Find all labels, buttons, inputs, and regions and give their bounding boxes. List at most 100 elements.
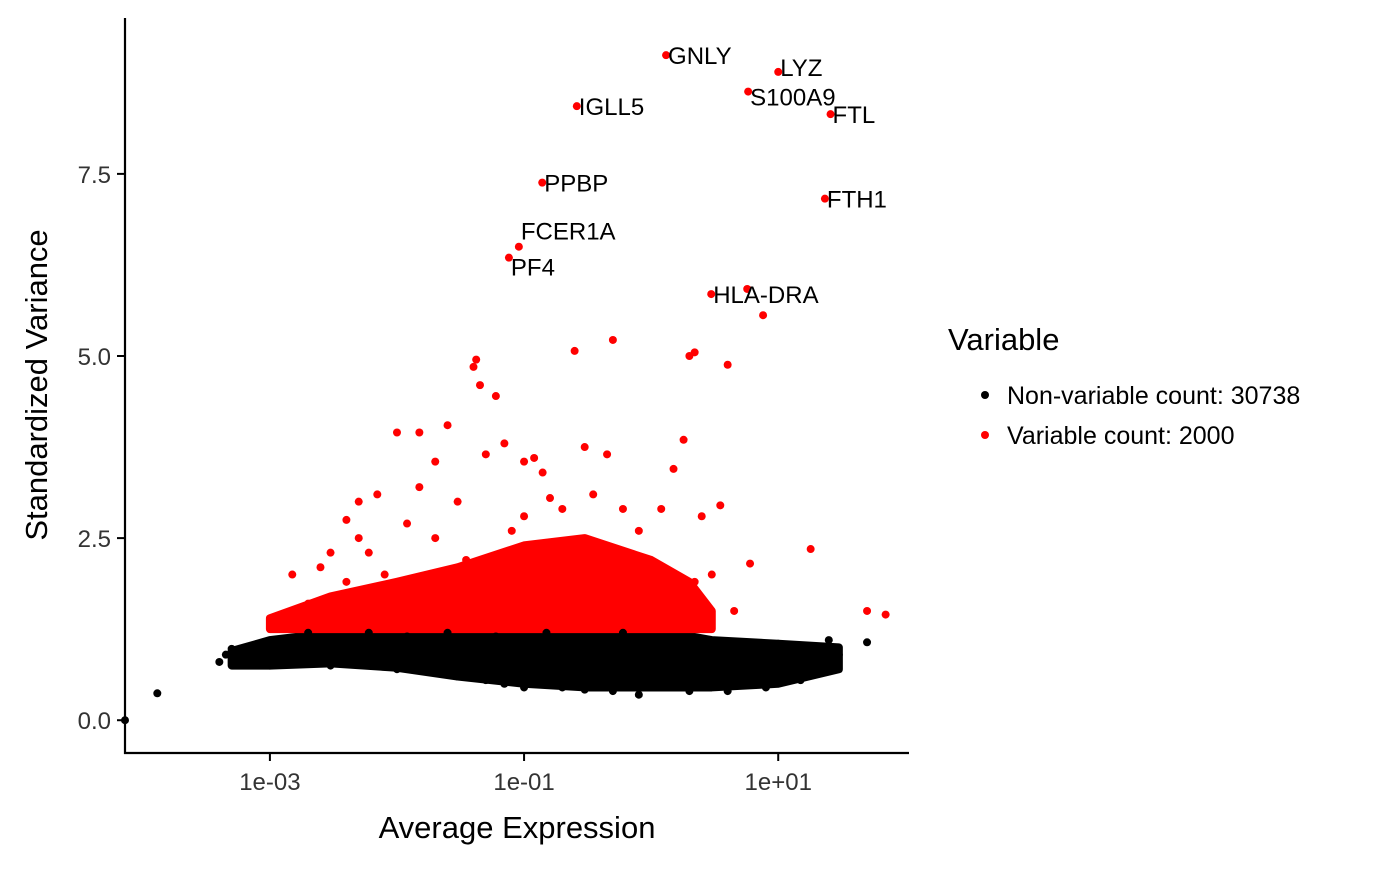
y-ticks: 0.0 2.5 5.0 7.5 <box>78 162 125 735</box>
x-tick-label: 1e+01 <box>745 769 812 796</box>
nonvariable-point <box>812 654 821 663</box>
nonvariable-point <box>542 657 551 666</box>
nonvariable-point <box>500 679 509 688</box>
variable-point <box>723 360 732 369</box>
variable-point <box>342 515 351 524</box>
nonvariable-point <box>735 668 744 677</box>
variable-point <box>392 428 401 437</box>
nonvariable-point <box>697 636 706 645</box>
nonvariable-point <box>392 647 401 656</box>
variable-point <box>759 311 768 320</box>
nonvariable-point <box>558 683 567 692</box>
variable-point <box>469 362 478 371</box>
variable-point <box>657 504 666 513</box>
nonvariable-point <box>796 676 805 685</box>
gene-label: IGLL5 <box>579 94 644 121</box>
gene-label: FTL <box>833 102 876 129</box>
legend-label-nonvariable: Non-variable count: 30738 <box>1007 382 1300 410</box>
legend: Variable Non-variable count: 30738 Varia… <box>948 322 1300 450</box>
variable-point <box>380 570 389 579</box>
y-axis-title: Standardized Variance <box>19 229 54 540</box>
nonvariable-point <box>304 628 313 637</box>
nonvariable-point <box>342 643 351 652</box>
nonvariable-point <box>863 638 872 647</box>
nonvariable-point <box>237 654 246 663</box>
legend-key-variable <box>981 431 989 439</box>
y-tick-label: 0.0 <box>78 708 111 735</box>
variable-point <box>707 570 716 579</box>
nonvariable-point <box>618 628 627 637</box>
nonvariable-point <box>685 687 694 696</box>
nonvariable-point <box>431 643 440 652</box>
legend-key-nonvariable <box>981 391 989 399</box>
nonvariable-point <box>784 661 793 670</box>
variable-point <box>462 555 471 564</box>
variable-point <box>546 494 555 503</box>
nonvariable-point <box>265 650 274 659</box>
variable-point <box>730 606 739 615</box>
nonvariable-point <box>774 639 783 648</box>
variable-point <box>520 512 529 521</box>
gene-label: FCER1A <box>521 219 616 246</box>
variable-point <box>538 468 547 477</box>
variable-point <box>863 606 872 615</box>
variable-point <box>373 490 382 499</box>
nonvariable-point <box>453 654 462 663</box>
nonvariable-point <box>669 650 678 659</box>
variable-point <box>481 450 490 459</box>
variable-point <box>472 355 481 364</box>
nonvariable-point <box>415 654 424 663</box>
x-ticks: 1e-03 1e-01 1e+01 <box>239 753 812 796</box>
variable-point <box>507 526 516 535</box>
variable-point <box>342 577 351 586</box>
variable-point <box>304 599 313 608</box>
nonvariable-point <box>153 689 162 698</box>
nonvariable-point <box>723 687 732 696</box>
variable-point <box>634 526 643 535</box>
nonvariable-point <box>215 657 224 666</box>
gene-label: FTH1 <box>827 187 887 214</box>
variable-point <box>603 450 612 459</box>
nonvariable-point <box>253 656 262 665</box>
labeled-gene-point <box>744 87 753 96</box>
variable-point <box>500 439 509 448</box>
gene-label: PPBP <box>544 171 608 198</box>
y-tick-label: 7.5 <box>78 162 111 189</box>
labeled-gene-point <box>707 290 716 299</box>
nonvariable-point <box>746 679 755 688</box>
nonvariable-point <box>265 661 274 670</box>
variable-point <box>475 381 484 390</box>
nonvariable-point <box>275 636 284 645</box>
variable-point <box>443 421 452 430</box>
nonvariable-point <box>685 661 694 670</box>
gene-label: S100A9 <box>750 85 835 112</box>
variable-point <box>403 519 412 528</box>
variable-point <box>608 335 617 344</box>
nonvariable-point <box>634 690 643 699</box>
variable-point <box>316 563 325 572</box>
labeled-gene-point <box>504 253 513 262</box>
nonvariable-point <box>824 636 833 645</box>
nonvariable-point <box>596 676 605 685</box>
nonvariable-point <box>326 661 335 670</box>
labeled-gene-point <box>538 178 547 187</box>
variable-point <box>627 555 636 564</box>
y-tick-label: 5.0 <box>78 344 111 371</box>
dense-regions <box>227 534 843 692</box>
nonvariable-point <box>580 636 589 645</box>
variable-point <box>530 453 539 462</box>
data-points <box>121 284 890 725</box>
nonvariable-point <box>380 657 389 666</box>
nonvariable-point <box>558 643 567 652</box>
variable-point <box>453 497 462 506</box>
nonvariable-point <box>326 650 335 659</box>
labeled-gene-point <box>572 102 581 111</box>
variable-point <box>690 577 699 586</box>
nonvariable-point <box>304 654 313 663</box>
nonvariable-point <box>542 628 551 637</box>
nonvariable-point <box>443 628 452 637</box>
nonvariable-point <box>754 657 763 666</box>
variable-point <box>697 512 706 521</box>
